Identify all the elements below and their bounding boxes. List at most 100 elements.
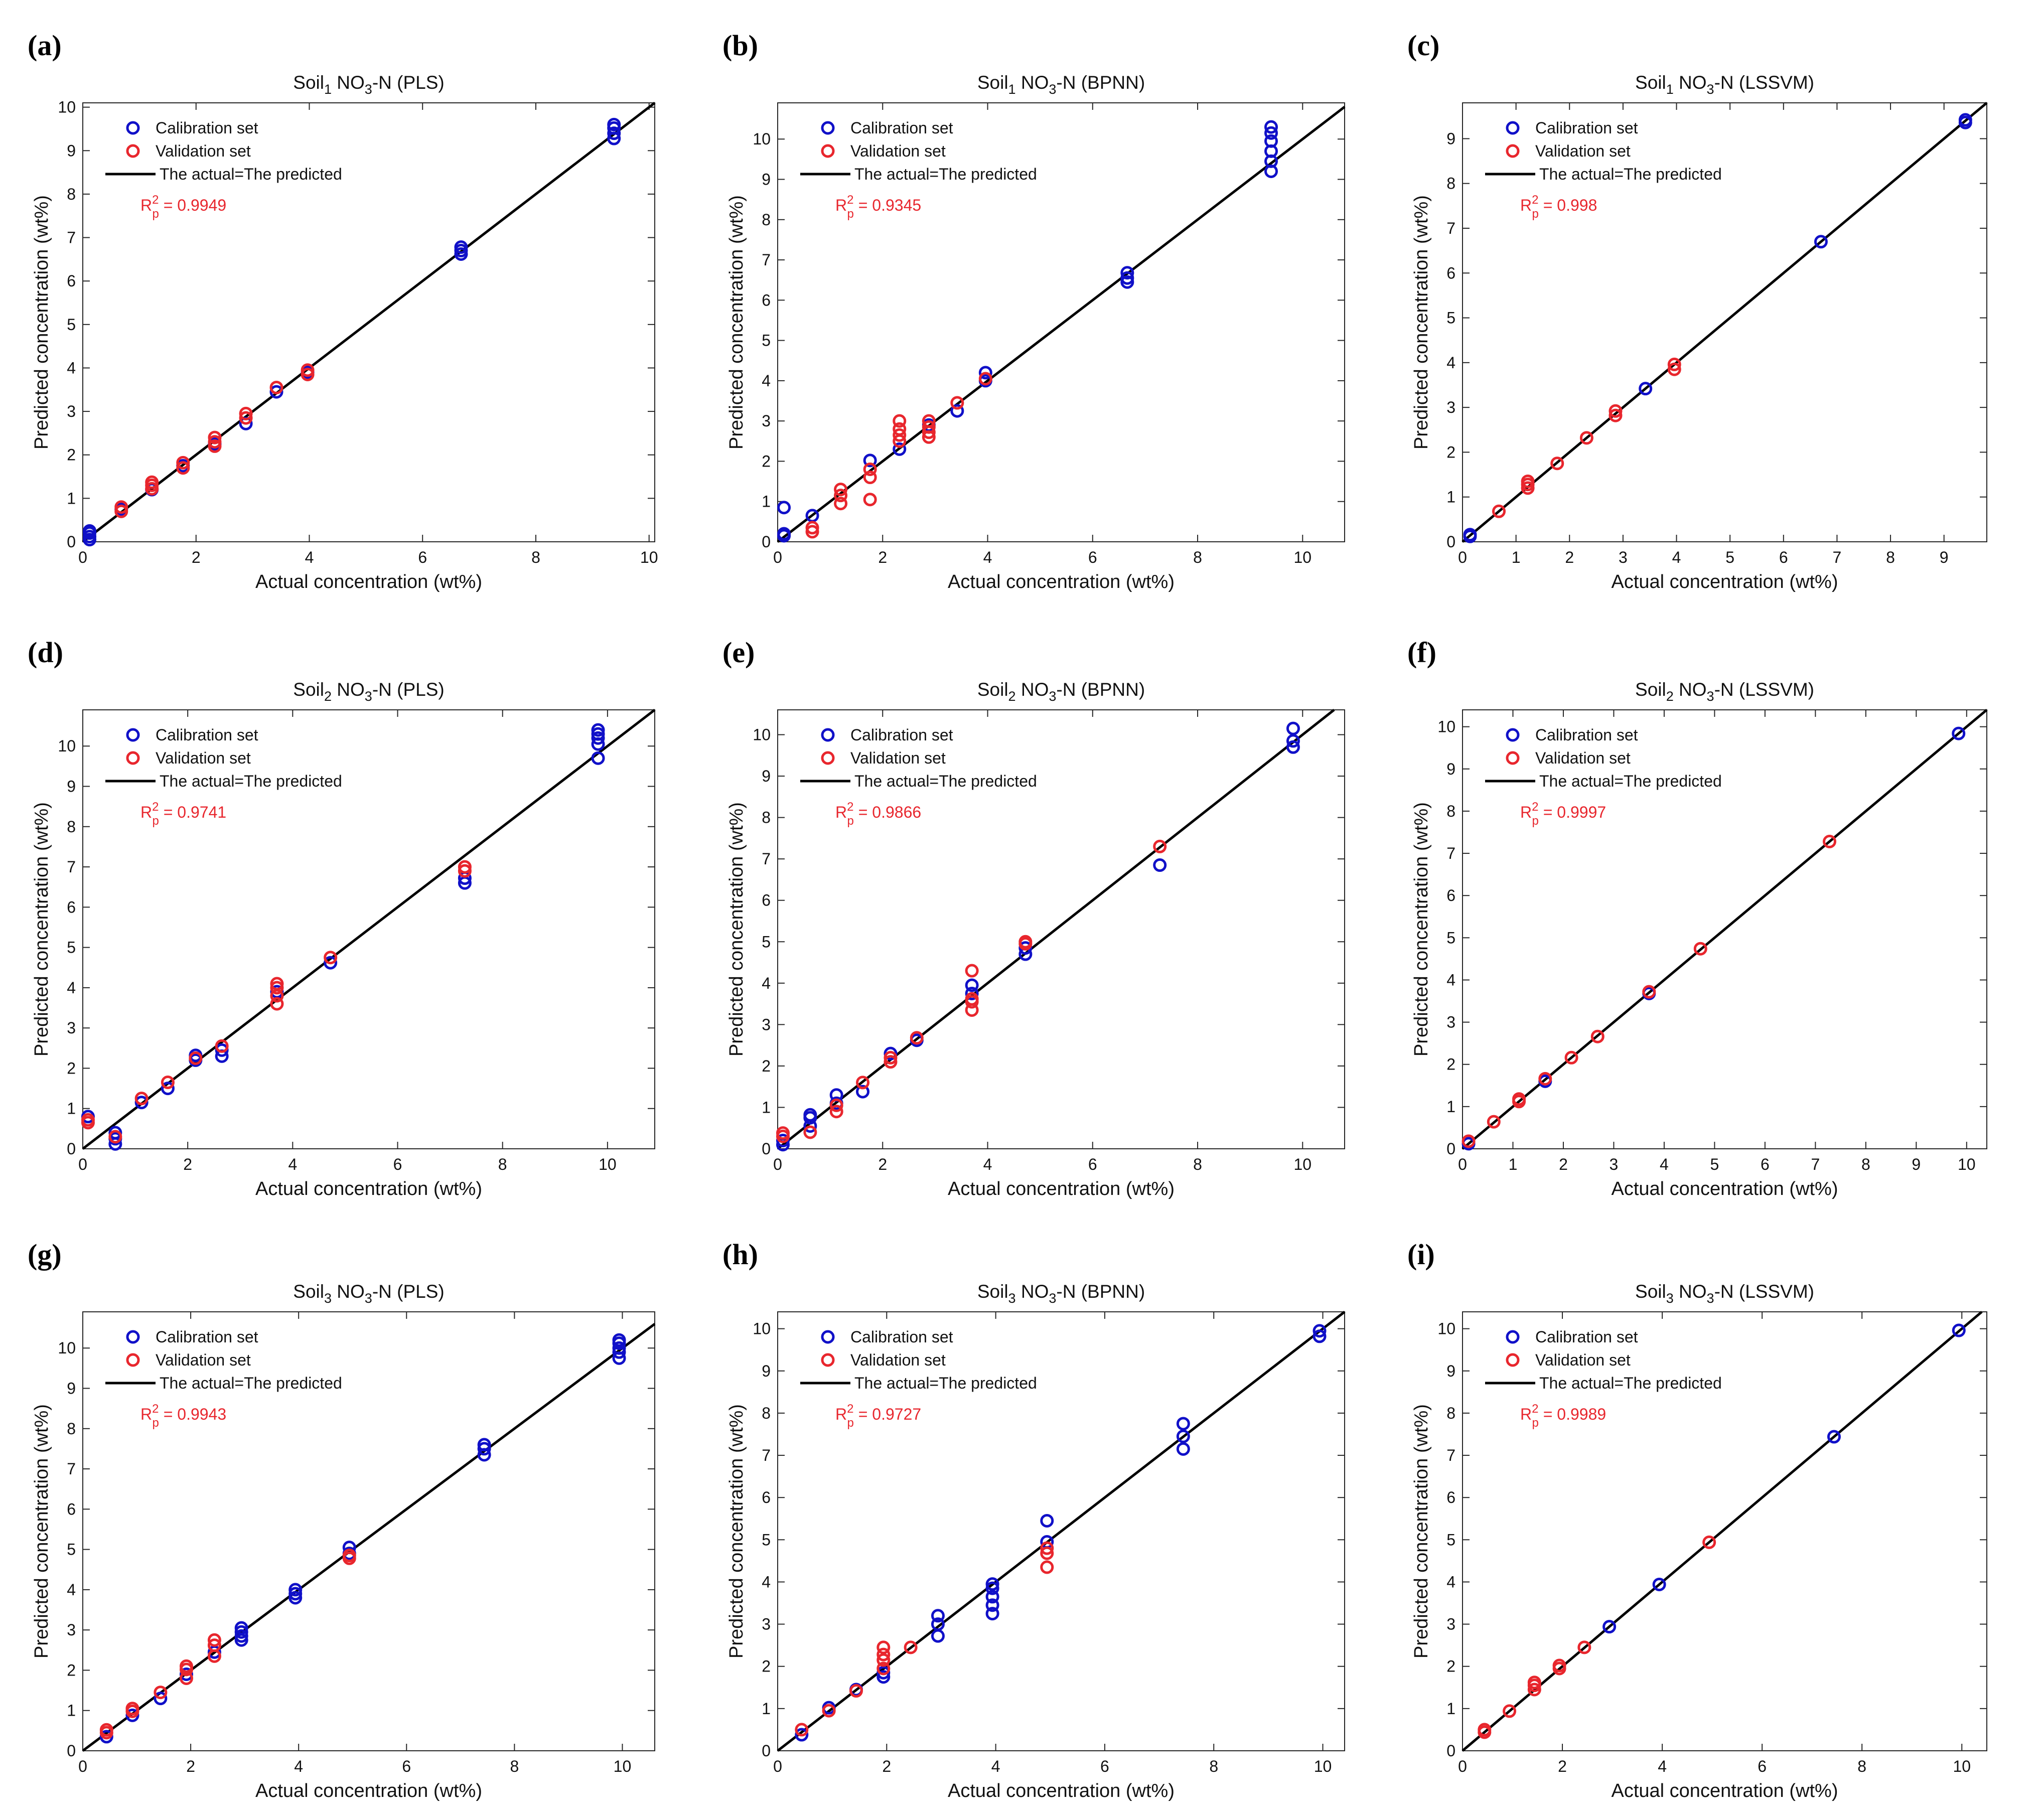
r2-annotation: R2 p = 0.9866	[835, 800, 921, 828]
title-prefix: Soil	[977, 1281, 1008, 1302]
x-tick-label: 3	[1610, 1155, 1619, 1173]
legend-validation-label: Validation set	[850, 142, 946, 160]
calibration-point	[1153, 858, 1167, 872]
validation-point	[1462, 1134, 1476, 1148]
x-tick-label: 7	[1811, 1155, 1820, 1173]
y-tick-label: 2	[67, 1059, 76, 1077]
validation-point	[1521, 474, 1535, 488]
legend-calibration-marker	[821, 121, 835, 135]
validation-point	[978, 372, 992, 386]
title-mid: NO	[1016, 679, 1049, 700]
y-tick-label: 3	[1446, 1013, 1455, 1031]
y-tick-label: 9	[1446, 129, 1455, 147]
r2-subscript: p	[152, 207, 159, 221]
r2-value: = 0.998	[1539, 196, 1597, 214]
validation-point	[324, 951, 338, 965]
r2-symbol: R	[140, 196, 152, 214]
legend-validation-marker	[1506, 751, 1520, 765]
y-tick-label: 10	[58, 98, 76, 116]
legend-calibration-marker	[1506, 728, 1520, 742]
plot-area	[1462, 102, 1987, 542]
y-tick-label: 10	[58, 737, 76, 755]
legend-line-label: The actual=The predicted	[1539, 1374, 1722, 1392]
calibration-point	[965, 978, 979, 992]
r2-symbol: R	[140, 1405, 152, 1423]
y-tick-label: 10	[753, 1320, 771, 1338]
x-tick-label: 6	[1100, 1757, 1109, 1775]
validation-point	[1609, 408, 1623, 422]
x-axis-label: Actual concentration (wt%)	[255, 1780, 482, 1801]
validation-point	[1040, 1546, 1054, 1560]
validation-point	[215, 1039, 229, 1053]
y-tick-label: 8	[1446, 175, 1455, 193]
title-suffix: -N (BPNN)	[1056, 72, 1145, 93]
x-tick-label: 4	[294, 1757, 303, 1775]
r2-superscript: 2	[1532, 800, 1538, 814]
legend-validation-marker	[821, 144, 835, 158]
r2-superscript: 2	[847, 800, 853, 814]
validation-point	[803, 1125, 817, 1139]
title-mid: NO	[332, 72, 365, 93]
y-tick-label: 4	[1446, 971, 1455, 989]
x-tick-label: 0	[1458, 1757, 1467, 1775]
validation-point	[1018, 935, 1033, 949]
validation-point	[849, 1684, 863, 1698]
calibration-point	[234, 1621, 248, 1635]
y-tick-label: 8	[67, 818, 76, 836]
validation-point	[884, 1050, 898, 1065]
x-tick-label: 2	[192, 548, 201, 566]
y-tick-label: 0	[762, 1140, 771, 1158]
validation-point	[1040, 1541, 1054, 1555]
calibration-point	[1827, 1430, 1841, 1444]
plot-area	[1462, 709, 1987, 1149]
calibration-point	[288, 1583, 303, 1597]
r2-annotation: R2 p = 0.9727	[835, 1402, 921, 1430]
y-tick-label: 2	[762, 1057, 771, 1075]
validation-point	[884, 1055, 898, 1069]
x-axis-label: Actual concentration (wt%)	[1612, 1178, 1838, 1199]
title-subscript: 1	[1666, 82, 1674, 97]
validation-point	[239, 406, 253, 420]
calibration-point	[591, 723, 605, 737]
legend-calibration-marker	[126, 1330, 140, 1344]
calibration-point	[777, 501, 791, 515]
chart-panel-i: (i)Soil3 NO3-N (LSSVM)0 2 4 6 8 1001234567891…	[1407, 1238, 1987, 1801]
x-tick-label: 4	[305, 548, 314, 566]
legend: Calibration set Validation set The actual=…	[800, 726, 1037, 790]
y-tick-label: 4	[1446, 1573, 1455, 1591]
calibration-point	[985, 1577, 999, 1591]
r2-annotation: R2 p = 0.9997	[1520, 800, 1606, 828]
calibration-point	[1176, 1429, 1190, 1443]
calibration-point	[1602, 1620, 1617, 1634]
title-mid: NO	[332, 1281, 365, 1302]
r2-annotation: R2 p = 0.9345	[835, 193, 921, 221]
validation-point	[965, 992, 979, 1006]
r2-superscript: 2	[152, 1402, 159, 1416]
legend: Calibration set Validation set The actual=…	[105, 726, 342, 790]
validation-point	[776, 1126, 790, 1140]
x-tick-label: 4	[983, 548, 992, 566]
y-tick-label: 10	[753, 726, 771, 744]
validation-point	[208, 439, 222, 453]
calibration-point	[1176, 1417, 1190, 1431]
y-tick-label: 8	[1446, 1404, 1455, 1422]
legend-calibration-marker	[821, 1330, 835, 1344]
calibration-point	[288, 1587, 303, 1601]
y-tick-label: 4	[762, 1573, 771, 1591]
x-tick-label: 10	[1293, 548, 1311, 566]
y-tick-label: 2	[762, 452, 771, 470]
validation-point	[1478, 1723, 1492, 1737]
panel-label: (b)	[722, 29, 758, 62]
x-tick-label: 10	[1314, 1757, 1332, 1775]
validation-point	[834, 483, 848, 497]
chart-title: Soil1 NO3-N (BPNN)	[977, 72, 1145, 97]
legend-line-label: The actual=The predicted	[854, 772, 1037, 790]
validation-point	[176, 461, 190, 475]
r2-superscript: 2	[847, 193, 853, 207]
validation-point	[108, 1130, 122, 1144]
y-tick-label: 9	[67, 1380, 76, 1398]
calibration-point	[134, 1096, 149, 1110]
legend-validation-label: Validation set	[156, 1351, 251, 1369]
legend-calibration-label: Calibration set	[156, 119, 258, 137]
